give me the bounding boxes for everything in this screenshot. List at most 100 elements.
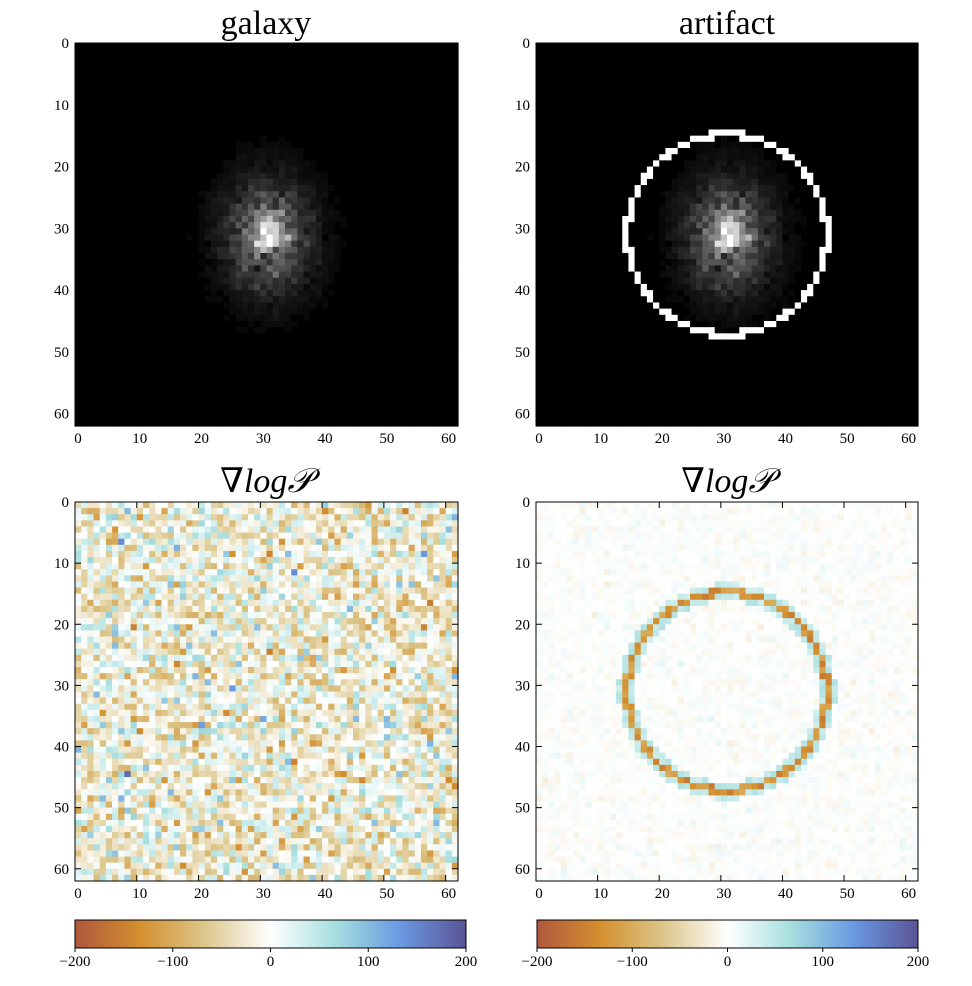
pixel xyxy=(167,178,175,186)
pixel xyxy=(186,55,193,63)
pixel xyxy=(813,80,821,87)
pixel xyxy=(266,55,274,63)
pixel xyxy=(346,172,354,180)
pixel xyxy=(93,395,101,402)
pixel xyxy=(223,154,231,161)
pixel xyxy=(266,86,274,94)
pixel xyxy=(334,185,342,192)
pixel xyxy=(241,339,249,347)
pixel xyxy=(402,314,410,322)
pixel xyxy=(136,172,144,180)
pixel xyxy=(646,92,654,100)
pixel xyxy=(427,185,434,192)
pixel xyxy=(118,240,126,248)
pixel xyxy=(315,358,323,365)
pixel xyxy=(309,259,317,266)
pixel xyxy=(315,104,323,112)
pixel xyxy=(414,67,422,75)
pixel xyxy=(241,259,249,266)
pixel xyxy=(408,55,416,63)
pixel xyxy=(659,154,666,161)
pixel xyxy=(241,351,249,359)
pixel xyxy=(93,172,101,180)
pixel xyxy=(124,283,132,291)
pixel xyxy=(690,43,697,50)
pixel xyxy=(105,166,113,174)
pixel xyxy=(112,43,119,50)
pixel xyxy=(683,43,691,50)
pixel xyxy=(192,401,200,409)
pixel xyxy=(223,203,231,211)
pixel xyxy=(433,228,441,236)
pixel xyxy=(585,61,593,69)
pixel xyxy=(542,154,549,161)
pixel xyxy=(433,148,441,155)
pixel xyxy=(745,55,753,63)
pixel xyxy=(445,413,453,421)
pixel xyxy=(800,73,808,81)
pixel xyxy=(136,327,144,334)
pixel xyxy=(303,302,311,310)
pixel xyxy=(831,98,839,106)
pixel xyxy=(155,141,163,149)
pixel xyxy=(272,296,280,304)
pixel xyxy=(340,246,348,254)
pixel xyxy=(371,203,379,211)
pixel xyxy=(309,160,317,168)
pixel xyxy=(665,110,673,118)
pixel xyxy=(445,178,453,186)
pixel xyxy=(702,55,710,63)
pixel xyxy=(198,98,206,106)
pixel xyxy=(272,166,280,174)
pixel xyxy=(192,49,200,56)
pixel xyxy=(130,123,138,131)
pixel xyxy=(414,333,422,341)
pixel xyxy=(646,154,654,161)
pixel xyxy=(198,166,206,174)
pixel xyxy=(173,129,181,137)
pixel xyxy=(247,92,255,100)
pixel xyxy=(770,55,777,63)
pixel xyxy=(536,154,543,161)
pixel xyxy=(346,388,354,396)
pixel xyxy=(136,129,144,137)
pixel xyxy=(365,160,373,168)
pixel xyxy=(690,98,697,106)
pixel xyxy=(383,376,391,384)
pixel xyxy=(130,277,138,285)
pixel xyxy=(322,333,329,341)
pixel xyxy=(229,320,237,328)
pixel xyxy=(285,246,292,254)
pixel xyxy=(874,123,882,131)
pixel xyxy=(105,172,113,180)
pixel xyxy=(408,283,416,291)
pixel xyxy=(81,222,88,229)
pixel xyxy=(241,166,249,174)
pixel xyxy=(702,135,710,143)
pixel xyxy=(328,49,336,56)
pixel xyxy=(130,86,138,94)
pixel xyxy=(340,388,348,396)
pixel xyxy=(365,49,373,56)
pixel xyxy=(198,203,206,211)
pixel xyxy=(733,148,740,155)
pixel xyxy=(739,61,747,69)
pixel xyxy=(93,166,101,174)
pixel xyxy=(445,110,453,118)
pixel xyxy=(328,283,336,291)
pixel xyxy=(359,166,366,174)
pixel xyxy=(136,345,144,353)
pixel xyxy=(180,358,187,365)
pixel xyxy=(149,382,156,390)
pixel xyxy=(81,234,88,242)
pixel xyxy=(235,234,243,242)
pixel xyxy=(124,382,132,390)
pixel xyxy=(334,92,342,100)
pixel xyxy=(142,419,150,427)
pixel xyxy=(690,141,697,149)
pixel xyxy=(334,358,342,365)
pixel xyxy=(359,358,366,365)
pixel xyxy=(396,129,404,137)
pixel xyxy=(757,135,765,143)
pixel xyxy=(377,92,385,100)
